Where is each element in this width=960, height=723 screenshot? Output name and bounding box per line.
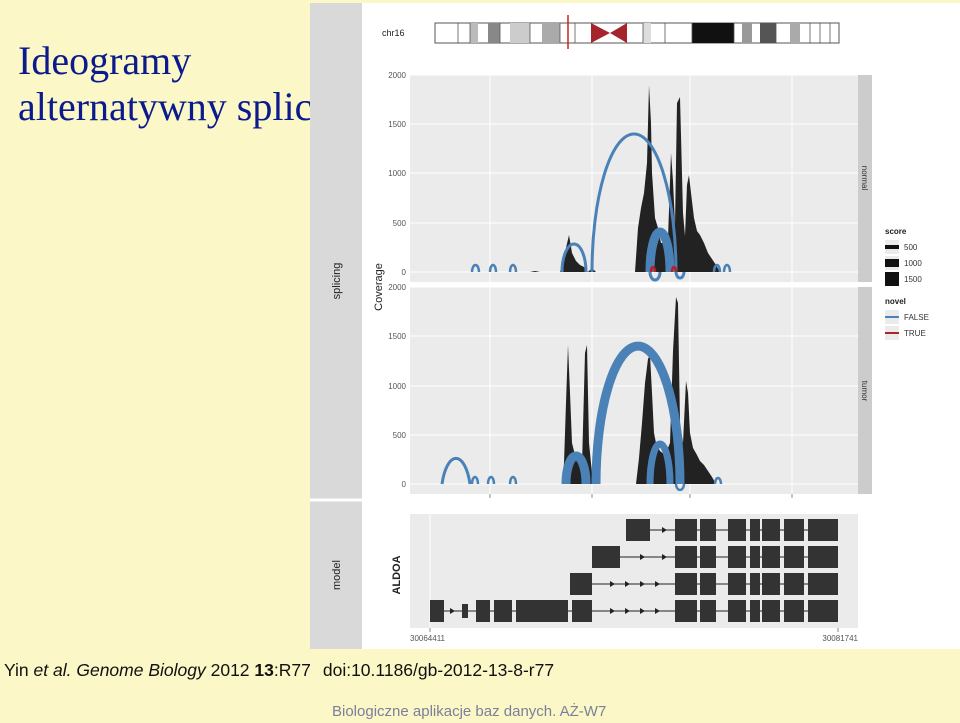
y-tick-label: 1000 — [388, 382, 406, 391]
y-tick-label: 1000 — [388, 169, 406, 178]
slide-title-line2: alternatywny splicing — [18, 84, 364, 129]
y-tick-label: 2000 — [388, 283, 406, 292]
y-tick-label: 500 — [393, 219, 407, 228]
y-tick-label: 1500 — [388, 120, 406, 129]
citation-doi: doi:10.1186/gb-2012-13-8-r77 — [322, 660, 555, 680]
y-tick-label: 1500 — [388, 332, 406, 341]
coverage-tumor — [562, 297, 716, 484]
y-tick-label: 2000 — [388, 71, 406, 80]
transcript-models — [430, 519, 838, 622]
legend-novel-item: FALSE — [904, 313, 929, 322]
citation-article: :R77 — [273, 660, 311, 680]
slide-title: Ideogramy alternatywny splicing — [18, 38, 363, 130]
coverage-normal — [530, 85, 720, 272]
gene-label: ALDOA — [391, 555, 403, 594]
legend-score-item: 1000 — [904, 259, 922, 268]
transcript-arrows — [450, 527, 667, 614]
legend-score-item: 1500 — [904, 275, 922, 284]
slide-title-line1: Ideogramy — [18, 38, 192, 83]
y-tick-label: 0 — [402, 268, 407, 277]
legend-score-title: score — [885, 227, 907, 236]
y-tick-label: 500 — [393, 431, 407, 440]
citation-etal: et al. — [33, 660, 72, 680]
track-label-splicing: splicing — [331, 263, 343, 300]
legend-novel-item: TRUE — [904, 329, 926, 338]
chromosome-label: chr16 — [382, 28, 405, 38]
x-axis-start: 30064411 — [410, 634, 446, 643]
splicing-figure: splicing model chr16 Coverage normal tum… — [310, 3, 960, 649]
junction-arcs-normal — [470, 132, 732, 282]
track-label-model: model — [331, 560, 343, 590]
novel-junctions-normal — [649, 265, 678, 273]
y-tick-label: 0 — [402, 480, 407, 489]
slide-footer: Biologiczne aplikacje baz danych. AŻ-W7 — [332, 703, 607, 720]
citation-year: 2012 — [210, 660, 250, 680]
citation: Yin et al. Genome Biology 2012 13:R77 doi… — [4, 660, 554, 681]
facet-label-normal: normal — [860, 166, 869, 191]
citation-authors: Yin — [4, 660, 34, 680]
y-axis-label: Coverage — [373, 263, 385, 311]
junction-arcs-tumor — [440, 341, 723, 492]
chromosome-ideogram — [434, 15, 840, 49]
legend: score 500 1000 1500 novel FALSE TRUE — [885, 227, 929, 340]
facet-label-tumor: tumor — [860, 381, 869, 402]
legend-novel-title: novel — [885, 297, 906, 306]
x-axis-end: 30081741 — [822, 634, 858, 643]
citation-volume: 13 — [254, 660, 274, 680]
legend-score-item: 500 — [904, 243, 918, 252]
citation-journal: Genome Biology — [76, 660, 206, 680]
